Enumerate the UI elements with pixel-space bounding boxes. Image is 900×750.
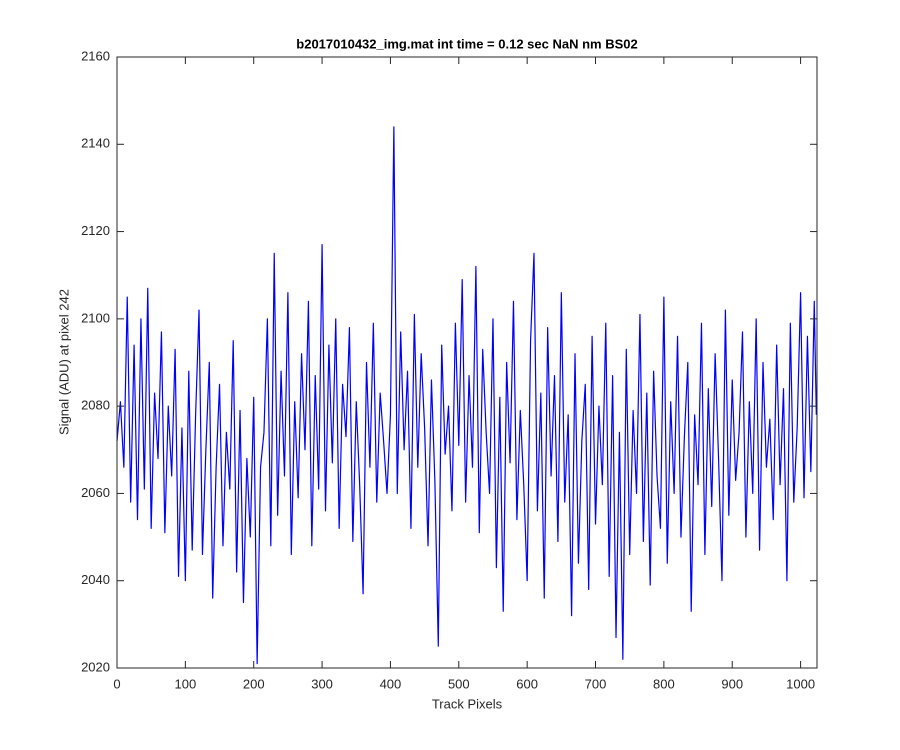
y-axis-label: Signal (ADU) at pixel 242: [56, 289, 71, 435]
y-tick-label: 2160: [81, 48, 110, 63]
x-tick-label: 300: [311, 676, 333, 691]
axes-box: [116, 56, 818, 669]
chart-title: b2017010432_img.mat int time = 0.12 sec …: [296, 36, 637, 51]
x-tick-label: 200: [243, 676, 265, 691]
x-tick-label: 900: [721, 676, 743, 691]
y-tick-label: 2020: [81, 659, 110, 674]
x-tick-label: 100: [175, 676, 197, 691]
y-tick-label: 2140: [81, 136, 110, 151]
y-tick-label: 2060: [81, 485, 110, 500]
data-line: [116, 126, 817, 665]
y-tick-label: 2120: [81, 223, 110, 238]
y-tick-label: 2040: [81, 572, 110, 587]
x-tick-label: 800: [653, 676, 675, 691]
x-axis-label: Track Pixels: [432, 696, 503, 711]
x-tick-label: 0: [113, 676, 120, 691]
x-tick-label: 400: [380, 676, 402, 691]
x-tick-label: 600: [516, 676, 538, 691]
x-tick-label: 700: [585, 676, 607, 691]
x-tick-label: 500: [448, 676, 470, 691]
x-tick-label: 1000: [786, 676, 815, 691]
y-tick-label: 2080: [81, 398, 110, 413]
y-tick-label: 2100: [81, 310, 110, 325]
